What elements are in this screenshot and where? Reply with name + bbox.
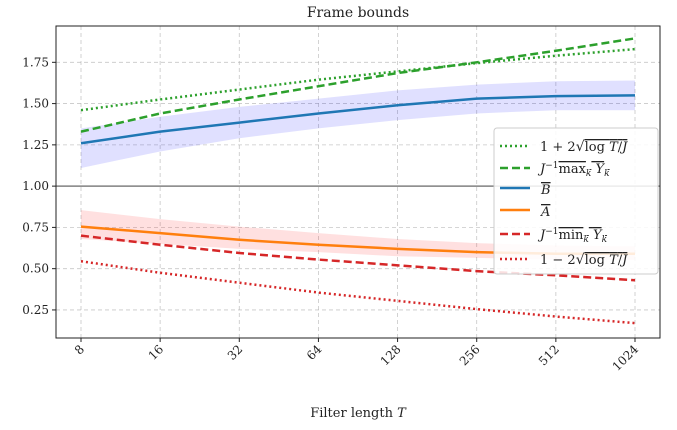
x-tick-label-3: 64	[304, 342, 325, 363]
x-axis-label: Filter length T	[310, 406, 407, 421]
series-line-min-y	[80, 234, 636, 282]
x-tick-label-5: 256	[457, 342, 483, 368]
y-axis-ticks: 0.25 0.50 0.75 1.00 1.25 1.50 1.75	[22, 55, 56, 317]
y-tick-label-5: 1.50	[22, 97, 49, 111]
x-tick-label-2: 32	[225, 342, 246, 363]
chart-title: Frame bounds	[307, 5, 409, 21]
x-tick-label-6: 512	[536, 342, 562, 368]
legend-label-upper-bound: 1 + 2√log T/J	[540, 139, 628, 155]
series-line-max-y	[80, 37, 636, 133]
legend: 1 + 2√log T/J J−1maxk Yk B A J−1mink Yk …	[493, 127, 659, 275]
y-tick-label-4: 1.25	[22, 138, 49, 152]
plot-frame	[55, 25, 661, 339]
x-tick-label-1: 16	[146, 342, 167, 363]
y-tick-label-3: 1.00	[22, 179, 49, 193]
x-tick-label-0: 8	[72, 342, 87, 357]
x-tick-label-4: 128	[378, 342, 404, 368]
y-tick-label-6: 1.75	[22, 55, 49, 69]
y-tick-label-1: 0.50	[22, 262, 49, 276]
legend-label-min-y: J−1mink Yk	[537, 227, 607, 245]
x-axis-ticks: 8 16 32 64 128 256 512 1024	[72, 338, 642, 374]
legend-label-lower-bound: 1 − 2√log T/J	[540, 252, 628, 268]
y-tick-label-0: 0.25	[22, 303, 49, 317]
legend-label-a-bar: A	[540, 205, 550, 220]
legend-box	[493, 127, 659, 275]
legend-label-b-bar: B	[540, 183, 551, 198]
legend-label-max-y: J−1maxk Yk	[537, 161, 610, 179]
x-tick-label-7: 1024	[610, 342, 642, 374]
series-line-b-bar	[80, 94, 636, 145]
band-b-bar	[81, 80, 635, 168]
y-tick-label-2: 0.75	[22, 220, 49, 234]
